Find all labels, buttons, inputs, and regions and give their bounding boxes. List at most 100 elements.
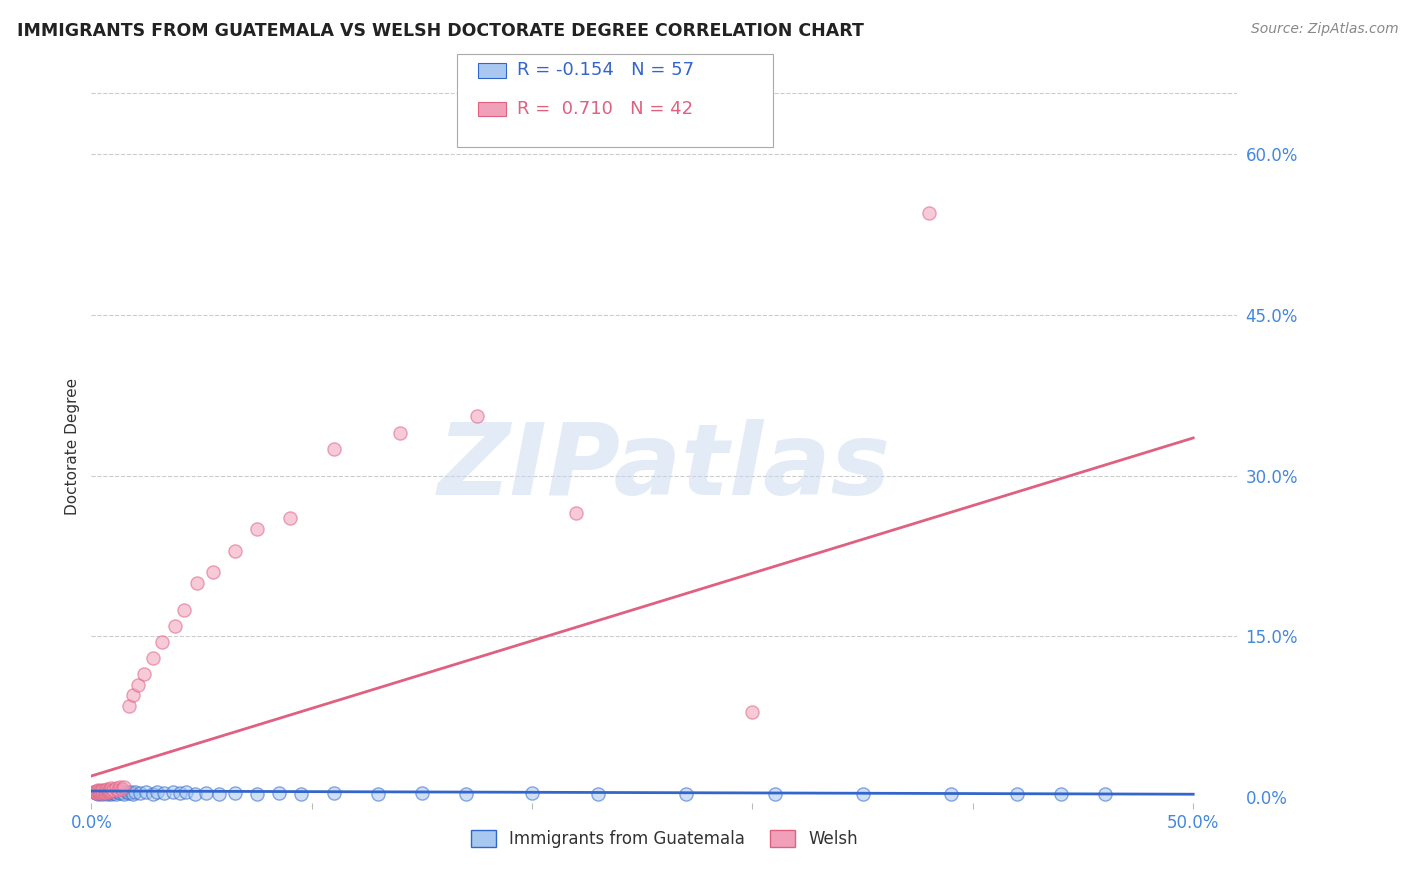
Point: [120, 785, 142, 799]
Point: [98, 783, 121, 797]
Point: [100, 784, 122, 798]
Text: R =  0.710   N = 42: R = 0.710 N = 42: [517, 100, 693, 118]
Point: [411, 786, 433, 800]
Point: [162, 785, 184, 799]
Point: [1050, 787, 1073, 801]
Point: [127, 678, 149, 692]
Text: R = -0.154   N = 57: R = -0.154 N = 57: [517, 62, 695, 79]
Point: [87, 785, 110, 799]
Point: [93, 785, 115, 799]
Point: [89, 786, 111, 800]
Point: [104, 780, 127, 795]
Point: [96, 784, 118, 798]
Legend: Immigrants from Guatemala, Welsh: Immigrants from Guatemala, Welsh: [464, 823, 865, 855]
Point: [224, 786, 246, 800]
Point: [174, 785, 197, 799]
Point: [118, 786, 141, 800]
Point: [93, 786, 115, 800]
Point: [108, 780, 131, 794]
Point: [91, 783, 114, 797]
Point: [89, 784, 111, 798]
Point: [98, 785, 121, 799]
Point: [84, 784, 107, 798]
Point: [93, 783, 115, 797]
Point: [96, 781, 118, 796]
Point: [184, 787, 207, 801]
Point: [93, 786, 115, 800]
Point: [103, 786, 125, 800]
Point: [111, 781, 134, 796]
Point: [918, 205, 941, 219]
Point: [169, 786, 191, 800]
Point: [565, 506, 588, 520]
Point: [108, 786, 131, 800]
Point: [96, 787, 118, 801]
Point: [224, 543, 246, 558]
Point: [246, 787, 269, 801]
Point: [465, 409, 488, 424]
Point: [367, 787, 389, 801]
Point: [89, 786, 111, 800]
Point: [84, 786, 107, 800]
Point: [104, 784, 127, 798]
Point: [89, 785, 111, 799]
Point: [87, 783, 110, 797]
Point: [104, 787, 127, 801]
Text: IMMIGRANTS FROM GUATEMALA VS WELSH DOCTORATE DEGREE CORRELATION CHART: IMMIGRANTS FROM GUATEMALA VS WELSH DOCTO…: [17, 22, 863, 40]
Point: [91, 787, 114, 801]
Text: Source: ZipAtlas.com: Source: ZipAtlas.com: [1251, 22, 1399, 37]
Point: [96, 785, 118, 799]
Point: [107, 785, 129, 799]
Point: [586, 787, 609, 801]
Point: [675, 787, 697, 801]
Point: [84, 786, 107, 800]
Point: [763, 787, 786, 801]
Point: [388, 425, 411, 440]
Point: [103, 785, 125, 799]
Point: [83, 785, 105, 799]
Point: [118, 699, 141, 714]
Point: [111, 785, 134, 799]
Point: [173, 602, 195, 616]
Point: [87, 784, 110, 798]
Point: [939, 787, 962, 801]
Point: [91, 785, 114, 799]
Point: [290, 787, 312, 801]
Point: [186, 575, 208, 590]
Point: [150, 635, 173, 649]
Point: [1005, 787, 1028, 801]
Point: [115, 785, 138, 799]
Point: [100, 784, 122, 798]
Point: [122, 787, 145, 801]
Point: [322, 442, 344, 456]
Point: [98, 785, 121, 799]
Point: [165, 619, 187, 633]
Point: [122, 689, 145, 703]
Point: [267, 786, 290, 800]
Point: [124, 785, 146, 799]
Point: [1094, 787, 1116, 801]
Point: [98, 786, 121, 800]
Point: [142, 787, 165, 801]
Point: [153, 786, 176, 800]
Point: [201, 565, 224, 579]
Point: [246, 522, 269, 536]
Point: [107, 783, 129, 797]
Point: [100, 787, 122, 801]
Point: [100, 780, 122, 795]
Point: [208, 787, 231, 801]
Point: [852, 787, 875, 801]
Point: [134, 667, 156, 681]
Point: [114, 780, 136, 794]
Point: [87, 787, 110, 801]
Point: [91, 784, 114, 798]
Point: [146, 785, 169, 799]
Point: [278, 511, 301, 525]
Text: ZIPatlas: ZIPatlas: [437, 419, 891, 516]
Point: [114, 787, 136, 801]
Point: [520, 786, 543, 800]
Point: [454, 787, 477, 801]
Point: [135, 785, 157, 799]
Point: [128, 786, 150, 800]
Point: [322, 786, 344, 800]
